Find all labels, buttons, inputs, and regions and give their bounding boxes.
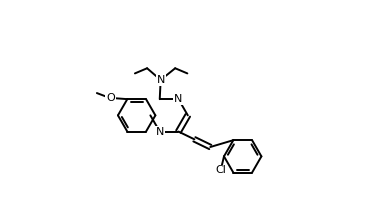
Text: Cl: Cl xyxy=(215,165,226,175)
Text: N: N xyxy=(174,94,183,104)
Text: N: N xyxy=(156,75,165,85)
Text: O: O xyxy=(106,93,115,103)
Text: N: N xyxy=(156,127,164,137)
